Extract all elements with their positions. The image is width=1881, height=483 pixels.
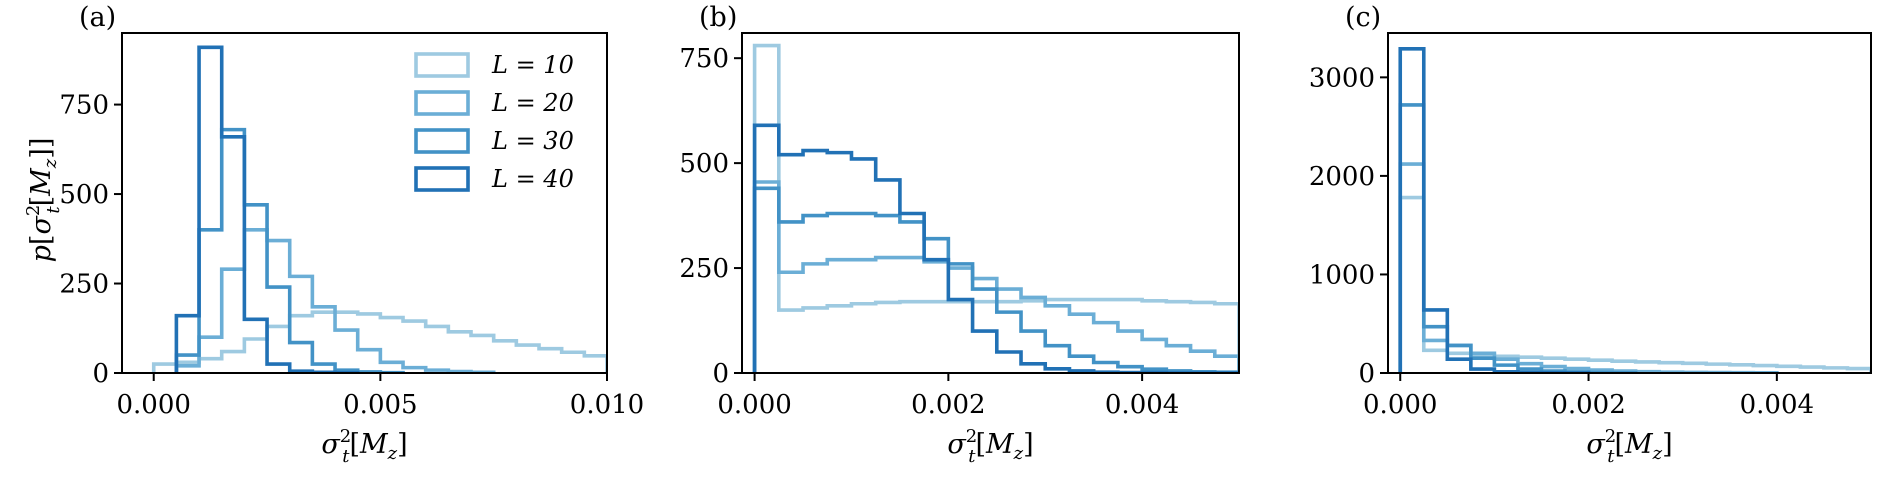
axes-frame-b [741, 32, 1240, 374]
series-group-c [1398, 46, 1871, 373]
x-tick-label-a-0: 0.000 [117, 390, 191, 420]
series-c-l40 [1398, 46, 1591, 373]
x-axis-label-b: σ2 t[Mz] [947, 426, 1033, 467]
series-a-l10 [151, 310, 607, 373]
panel-label-a: (a) [79, 2, 116, 33]
legend-label-2: L = 30 [491, 127, 574, 155]
y-tick-label-b-2: 500 [679, 149, 729, 179]
x-tick-label-c-1: 0.002 [1551, 390, 1625, 420]
y-tick-label-a-2: 500 [59, 180, 109, 210]
x-axis-label-c: σ2 t[Mz] [1586, 426, 1672, 467]
y-tick-label-a-0: 0 [92, 359, 109, 389]
series-b-l10 [752, 43, 1239, 373]
svg-text:p[σ2t[Mz]]: p[σ2t[Mz]] [23, 138, 64, 263]
y-tick-label-b-3: 750 [679, 44, 729, 74]
series-group-b [752, 43, 1239, 373]
x-tick-label-c-0: 0.000 [1363, 390, 1437, 420]
y-axis-label-a: p[σ2t[Mz]] [23, 138, 64, 263]
y-tick-label-c-0: 0 [1358, 359, 1375, 389]
y-tick-label-b-0: 0 [712, 359, 729, 389]
y-tick-label-c-3: 3000 [1309, 63, 1375, 93]
legend-label-3: L = 40 [491, 165, 574, 193]
legend: L = 10 L = 20 L = 30 L = 40 [414, 51, 574, 193]
y-tick-label-c-1: 1000 [1309, 260, 1375, 290]
series-b-l40 [752, 123, 1239, 373]
legend-label-1: L = 20 [491, 89, 574, 117]
series-a-l20 [174, 228, 496, 373]
axes-frame-c [1387, 32, 1872, 374]
y-tick-label-b-1: 250 [679, 254, 729, 284]
panel-label-b: (b) [699, 2, 737, 33]
legend-swatch-0 [414, 52, 470, 78]
series-b-l30 [752, 186, 1239, 373]
panel-c: 0.000 0.002 0.004 0 1000 2000 3000 (c) σ2 t[Mz] [1309, 2, 1872, 467]
series-b-l20 [752, 180, 1239, 373]
legend-swatch-2 [414, 128, 470, 154]
x-tick-label-b-1: 0.002 [911, 390, 985, 420]
legend-swatch-1 [414, 90, 470, 116]
x-tick-label-c-2: 0.004 [1740, 390, 1814, 420]
panel-a: 0.000 0.005 0.010 0 250 500 750 (a) σ2 t[Mz] L = 1… [59, 2, 644, 467]
y-tick-label-a-3: 750 [59, 91, 109, 121]
series-c-l30 [1398, 103, 1638, 373]
x-tick-label-b-0: 0.000 [717, 390, 791, 420]
panel-label-c: (c) [1345, 2, 1381, 33]
series-a-l30 [174, 127, 405, 373]
legend-label-0: L = 10 [491, 51, 574, 79]
y-tick-label-a-1: 250 [59, 270, 109, 300]
x-tick-label-a-1: 0.005 [343, 390, 417, 420]
x-axis-label-a: σ2 t[Mz] [321, 426, 407, 467]
legend-swatch-3 [414, 166, 470, 192]
y-tick-label-c-2: 2000 [1309, 162, 1375, 192]
x-tick-label-b-2: 0.004 [1105, 390, 1179, 420]
series-c-l20 [1398, 162, 1779, 373]
x-tick-label-a-2: 0.010 [570, 390, 644, 420]
axes-frame-a [121, 32, 608, 374]
panel-b: 0.000 0.002 0.004 0 250 500 750 (b) σ2 t[Mz] [679, 2, 1240, 467]
